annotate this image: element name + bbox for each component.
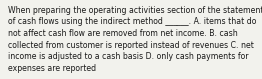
Text: expenses are reported: expenses are reported xyxy=(8,64,96,73)
Text: income is adjusted to a cash basis D. only cash payments for: income is adjusted to a cash basis D. on… xyxy=(8,52,248,61)
Text: not affect cash flow are removed from net income. B. cash: not affect cash flow are removed from ne… xyxy=(8,29,238,38)
Text: When preparing the operating activities section of the statement: When preparing the operating activities … xyxy=(8,6,262,15)
Text: of cash flows using the indirect method ______. A. items that do: of cash flows using the indirect method … xyxy=(8,17,256,26)
Text: collected from customer is reported instead of revenues C. net: collected from customer is reported inst… xyxy=(8,41,254,50)
